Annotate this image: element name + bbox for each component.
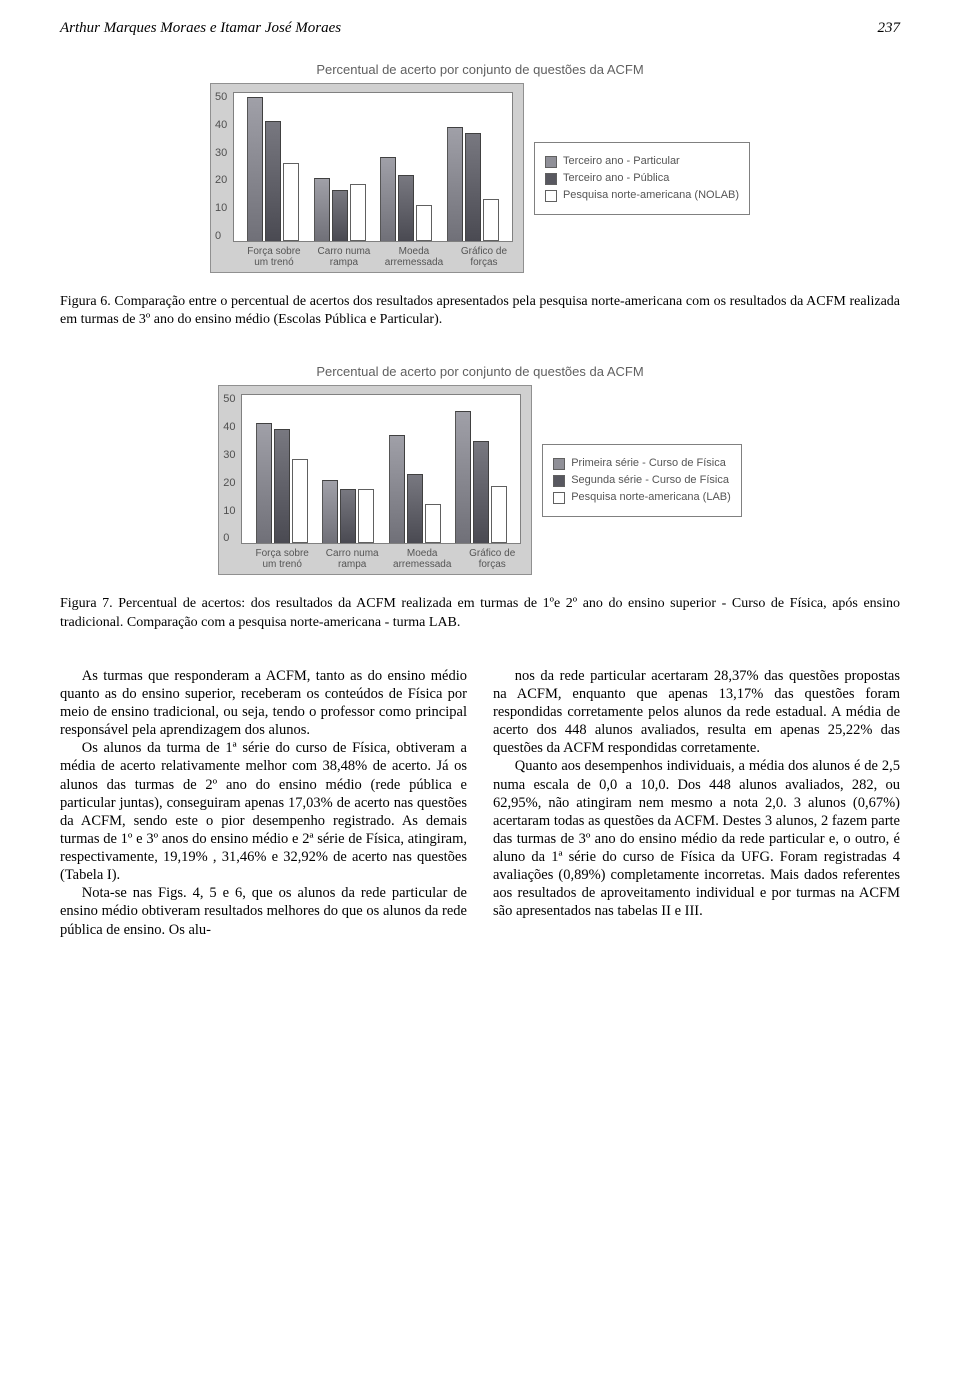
legend-swatch bbox=[553, 492, 565, 504]
bar bbox=[350, 184, 366, 241]
x-tick: Moeda arremessada bbox=[392, 548, 452, 570]
bar-group bbox=[389, 435, 441, 543]
body-text: As turmas que responderam a ACFM, tanto … bbox=[60, 667, 900, 939]
legend-item: Terceiro ano - Particular bbox=[545, 155, 739, 168]
legend-label: Pesquisa norte-americana (NOLAB) bbox=[563, 189, 739, 201]
bar bbox=[447, 127, 463, 241]
legend-item: Pesquisa norte-americana (NOLAB) bbox=[545, 189, 739, 202]
figure-7-bars bbox=[241, 394, 521, 544]
figure-6-caption: Figura 6. Comparação entre o percentual … bbox=[60, 293, 900, 329]
figure-6-title: Percentual de acerto por conjunto de que… bbox=[60, 62, 900, 77]
figure-7-legend: Primeira série - Curso de Física Segunda … bbox=[542, 444, 742, 517]
y-tick: 50 bbox=[223, 394, 235, 405]
body-paragraph: Os alunos da turma de 1ª série do curso … bbox=[60, 739, 467, 884]
figure-7-plot: 0 10 20 30 40 50 Força sobre um trenó Carro nu… bbox=[218, 385, 532, 575]
x-tick: Moeda arremessada bbox=[384, 246, 444, 268]
y-tick: 0 bbox=[215, 231, 227, 242]
legend-swatch bbox=[545, 173, 557, 185]
y-tick: 40 bbox=[223, 422, 235, 433]
body-paragraph: nos da rede particular acertaram 28,37% … bbox=[493, 667, 900, 758]
x-tick: Gráfico de forças bbox=[454, 246, 514, 268]
figure-6-legend: Terceiro ano - Particular Terceiro ano - … bbox=[534, 142, 750, 215]
column-left: As turmas que responderam a ACFM, tanto … bbox=[60, 667, 467, 939]
bar-group bbox=[322, 480, 374, 543]
y-tick: 20 bbox=[223, 478, 235, 489]
figure-7-x-labels: Força sobre um trenó Carro numa rampa Moed… bbox=[247, 548, 527, 570]
bar bbox=[483, 199, 499, 241]
bar bbox=[274, 429, 290, 543]
bar bbox=[322, 480, 338, 543]
bar bbox=[340, 489, 356, 543]
y-tick: 0 bbox=[223, 533, 235, 544]
bar bbox=[465, 133, 481, 241]
x-tick: Gráfico de forças bbox=[462, 548, 522, 570]
bar bbox=[265, 121, 281, 241]
bar-group bbox=[380, 157, 432, 241]
figure-6-x-labels: Força sobre um trenó Carro numa rampa Moed… bbox=[239, 246, 519, 268]
legend-label: Terceiro ano - Pública bbox=[563, 172, 669, 184]
bar bbox=[358, 489, 374, 543]
header-authors: Arthur Marques Moraes e Itamar José Mora… bbox=[60, 20, 341, 37]
y-tick: 10 bbox=[215, 203, 227, 214]
x-tick: Carro numa rampa bbox=[322, 548, 382, 570]
legend-item: Pesquisa norte-americana (LAB) bbox=[553, 491, 731, 504]
y-tick: 40 bbox=[215, 120, 227, 131]
legend-label: Terceiro ano - Particular bbox=[563, 155, 680, 167]
body-paragraph: As turmas que responderam a ACFM, tanto … bbox=[60, 667, 467, 740]
bar bbox=[416, 205, 432, 241]
bar-group bbox=[256, 423, 308, 543]
legend-swatch bbox=[545, 190, 557, 202]
bar-group bbox=[455, 411, 507, 543]
bar bbox=[256, 423, 272, 543]
figure-7: Percentual de acerto por conjunto de que… bbox=[60, 364, 900, 575]
bar-group bbox=[247, 97, 299, 241]
y-tick: 20 bbox=[215, 175, 227, 186]
legend-label: Primeira série - Curso de Física bbox=[571, 457, 726, 469]
figure-7-caption: Figura 7. Percentual de acertos: dos res… bbox=[60, 595, 900, 631]
bar bbox=[491, 486, 507, 543]
bar bbox=[398, 175, 414, 241]
legend-label: Pesquisa norte-americana (LAB) bbox=[571, 491, 731, 503]
legend-label: Segunda série - Curso de Física bbox=[571, 474, 729, 486]
bar bbox=[380, 157, 396, 241]
y-tick: 30 bbox=[215, 148, 227, 159]
bar bbox=[292, 459, 308, 543]
legend-item: Terceiro ano - Pública bbox=[545, 172, 739, 185]
bar bbox=[473, 441, 489, 543]
figure-6-y-axis: 0 10 20 30 40 50 bbox=[215, 92, 233, 242]
x-tick: Força sobre um trenó bbox=[252, 548, 312, 570]
figure-7-title: Percentual de acerto por conjunto de que… bbox=[60, 364, 900, 379]
x-tick: Carro numa rampa bbox=[314, 246, 374, 268]
bar-group bbox=[314, 178, 366, 241]
figure-7-chart: 0 10 20 30 40 50 Força sobre um trenó Carro nu… bbox=[60, 385, 900, 575]
y-tick: 30 bbox=[223, 450, 235, 461]
figure-6: Percentual de acerto por conjunto de que… bbox=[60, 62, 900, 273]
y-tick: 50 bbox=[215, 92, 227, 103]
bar bbox=[407, 474, 423, 543]
legend-swatch bbox=[545, 156, 557, 168]
bar bbox=[389, 435, 405, 543]
y-tick: 10 bbox=[223, 506, 235, 517]
bar bbox=[283, 163, 299, 241]
body-paragraph: Nota-se nas Figs. 4, 5 e 6, que os aluno… bbox=[60, 884, 467, 938]
running-header: Arthur Marques Moraes e Itamar José Mora… bbox=[60, 20, 900, 37]
figure-6-chart: 0 10 20 30 40 50 Força sobre um trenó Carro nu… bbox=[60, 83, 900, 273]
bar bbox=[247, 97, 263, 241]
body-paragraph: Quanto aos desempenhos individuais, a mé… bbox=[493, 757, 900, 920]
bar bbox=[314, 178, 330, 241]
figure-6-bars bbox=[233, 92, 513, 242]
bar bbox=[455, 411, 471, 543]
figure-7-y-axis: 0 10 20 30 40 50 bbox=[223, 394, 241, 544]
x-tick: Força sobre um trenó bbox=[244, 246, 304, 268]
figure-6-plot: 0 10 20 30 40 50 Força sobre um trenó Carro nu… bbox=[210, 83, 524, 273]
legend-item: Primeira série - Curso de Física bbox=[553, 457, 731, 470]
column-right: nos da rede particular acertaram 28,37% … bbox=[493, 667, 900, 939]
bar bbox=[332, 190, 348, 241]
legend-swatch bbox=[553, 458, 565, 470]
bar-group bbox=[447, 127, 499, 241]
legend-item: Segunda série - Curso de Física bbox=[553, 474, 731, 487]
header-page-number: 237 bbox=[878, 20, 901, 37]
legend-swatch bbox=[553, 475, 565, 487]
bar bbox=[425, 504, 441, 543]
